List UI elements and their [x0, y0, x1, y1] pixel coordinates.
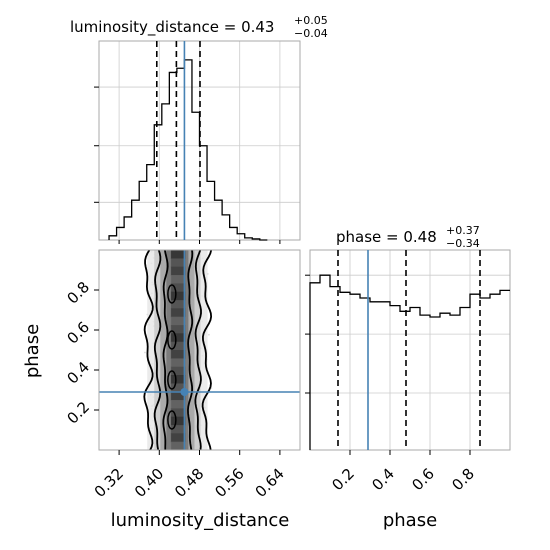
panel-2d: 0.32 0.40 0.48 0.56 0.64 0.2 0.4 0.6 0.8 lumino… [22, 249, 301, 531]
contour-island [167, 330, 177, 350]
density-block [170, 341, 186, 351]
contour-line [143, 250, 154, 450]
density-block [170, 350, 186, 359]
x-axis-label-luminosity-distance: luminosity_distance [111, 510, 290, 531]
x-tick-label: 0.56 [211, 465, 247, 501]
panel-phase-hist: 0.2 0.4 0.6 0.8 phase = 0.48 +0.37 −0.34 ph… [305, 224, 511, 531]
contour-line [194, 250, 202, 450]
density-block [170, 258, 186, 268]
contour-line [187, 250, 194, 450]
density-fill [147, 250, 208, 450]
y-tick-label: 0.2 [63, 398, 93, 428]
hist-step-phase [309, 274, 510, 450]
x-tick-label: 0.40 [131, 465, 167, 501]
x-tick-label: 0.48 [171, 465, 207, 501]
title-luminosity-distance: luminosity_distance = 0.43 [70, 18, 274, 37]
ticks-right [305, 274, 471, 455]
y-tick-label: 0.8 [63, 278, 93, 308]
x-tick-label: 0.64 [252, 465, 288, 501]
density-block [170, 333, 186, 343]
x-tick-label: 0.32 [91, 465, 127, 501]
contour-lines [143, 250, 213, 450]
density-block [170, 358, 186, 368]
density-block [170, 391, 186, 401]
density-block [170, 300, 186, 309]
density-block [170, 325, 186, 334]
scatter-point [208, 333, 210, 336]
density-block [170, 366, 186, 376]
density-block [170, 425, 186, 434]
contour-line [201, 250, 213, 450]
title-plus-luminosity-distance: +0.05 [294, 14, 328, 27]
x-tick-labels-luminosity-distance: 0.32 0.40 0.48 0.56 0.64 [91, 465, 288, 501]
title-minus-phase: −0.34 [446, 237, 480, 250]
truth-crosshair [99, 250, 300, 450]
ticks-2d [94, 289, 281, 455]
x-tick-label-phase: 0.2 [328, 465, 358, 495]
density-block [170, 441, 186, 450]
hist-phase [309, 274, 510, 450]
density-block [170, 408, 186, 418]
y-tick-label: 0.4 [63, 358, 93, 388]
x-tick-label-phase: 0.4 [368, 465, 398, 495]
title-plus-phase: +0.37 [446, 224, 480, 237]
quantiles-phase [337, 250, 481, 450]
density-block [170, 275, 186, 284]
y-tick-labels-phase: 0.2 0.4 0.6 0.8 [63, 278, 93, 428]
density-block [170, 316, 186, 326]
scatter-point [144, 351, 146, 354]
title-minus-luminosity-distance: −0.04 [294, 27, 328, 40]
title-phase: phase = 0.48 [336, 228, 437, 246]
contour-island [167, 284, 177, 304]
contour-island [167, 370, 177, 390]
density-block [170, 375, 186, 384]
contour-island [167, 410, 177, 430]
y-axis-label-phase: phase [22, 324, 43, 378]
x-tick-labels-phase: 0.2 0.4 0.6 0.8 [328, 465, 478, 495]
density-block [170, 250, 186, 259]
density-block [170, 383, 186, 393]
density-block [170, 266, 186, 276]
x-tick-label-phase: 0.6 [408, 465, 438, 495]
panel-luminosity-distance-hist: luminosity_distance = 0.43 +0.05 −0.04 [70, 14, 328, 244]
density-block [170, 308, 186, 318]
density-block [170, 416, 186, 426]
density-block [170, 400, 186, 409]
ticks-top [94, 86, 281, 244]
density-block [170, 283, 186, 293]
x-axis-label-phase: phase [383, 510, 437, 531]
grid-right [310, 250, 510, 450]
quantiles-luminosity-distance [155, 41, 201, 240]
truth-marker [180, 388, 189, 396]
contour-line [162, 250, 169, 450]
density-block [170, 291, 186, 301]
x-tick-label-phase: 0.8 [448, 465, 478, 495]
density-block [170, 433, 186, 443]
contour-line [153, 250, 162, 450]
y-tick-label: 0.6 [63, 318, 93, 348]
